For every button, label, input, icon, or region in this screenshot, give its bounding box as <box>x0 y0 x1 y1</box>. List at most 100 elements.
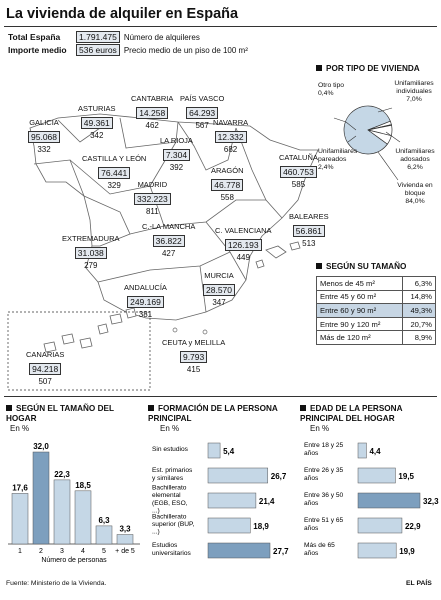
edad-value-label: 22,9 <box>405 522 421 531</box>
region-count: 126.193 <box>224 239 262 251</box>
size-section-title: SEGÚN SU TAMAÑO <box>316 262 440 272</box>
region-name: EXTREMADURA <box>62 234 120 243</box>
region-count: 28.570 <box>203 284 235 296</box>
pie-leader-bloque <box>377 151 399 181</box>
region-ceuta-melilla: CEUTA y MELILLA 9.793 415 <box>162 338 225 375</box>
title-rule <box>4 26 437 27</box>
table-cell-label: Más de 120 m² <box>316 330 403 345</box>
region-price: 332 <box>37 145 51 154</box>
region-name: ANDALUCÍA <box>124 283 167 292</box>
region-count: 56.861 <box>292 225 325 237</box>
footer-brand: EL PAÍS <box>406 580 432 587</box>
formacion-category-label: Sin estudios <box>152 446 189 453</box>
pie-section-title: POR TIPO DE VIVIENDA <box>316 64 440 74</box>
melilla-mark <box>202 329 208 335</box>
table-cell-label: Entre 60 y 90 m² <box>316 303 403 318</box>
hogar-bar <box>53 479 71 545</box>
hogar-bar-chart: 17,6 1 32,0 2 22,3 3 18,5 4 6,3 5 3,3 + de 5 Número… <box>8 442 140 564</box>
region-name: GALICIA <box>29 118 59 127</box>
footer-source: Fuente: Ministerio de la Vivienda. <box>6 580 107 587</box>
hogar-tick-label: + de 5 <box>115 548 135 555</box>
region-price: 567 <box>195 121 209 130</box>
table-cell-label: Entre 90 y 120 m² <box>316 316 403 332</box>
pie-label-bloque: Vivienda en bloque 84,0% <box>390 182 440 206</box>
pie-title-text: POR TIPO DE VIVIENDA <box>326 64 420 73</box>
edad-title-text: EDAD DE LA PERSONA PRINCIPAL DEL HOGAR <box>300 404 403 423</box>
edad-value-label: 4,4 <box>369 447 381 456</box>
edad-category-label: Entre 26 y 35 años <box>304 467 344 482</box>
pie-label-adosados: Unifamiliares adosados 6,2% <box>390 148 440 172</box>
pie-label-value: 7,0% <box>406 96 422 103</box>
hogar-value-label: 18,5 <box>75 481 91 490</box>
map-outline <box>29 113 319 353</box>
region-count: 460.753 <box>280 166 317 178</box>
region-count: 49.361 <box>80 117 113 129</box>
region-name: NAVARRA <box>213 118 249 127</box>
region-count: 12.332 <box>214 131 247 143</box>
hogar-value-label: 17,6 <box>12 483 28 492</box>
region-price: 462 <box>145 121 159 130</box>
region-name: LA RIOJA <box>160 136 193 145</box>
region-canarias: CANARIAS 94.218 507 <box>26 350 64 387</box>
region-count: 332.223 <box>134 193 171 205</box>
table-row: Entre 90 y 120 m² 20,7% <box>316 316 436 332</box>
formacion-bar <box>207 467 269 484</box>
region-count: 36.822 <box>152 235 185 247</box>
hogar-section-title: SEGÚN EL TAMAÑO DEL HOGAR <box>6 404 136 423</box>
pie-leader-adosados <box>385 131 401 143</box>
region-name: PAÍS VASCO <box>180 94 225 103</box>
region-price: 682 <box>223 145 238 154</box>
section-marker-icon <box>316 65 322 71</box>
region-name: ASTURIAS <box>78 104 116 113</box>
region-price: 279 <box>84 261 98 270</box>
region-price: 449 <box>236 253 250 262</box>
importe-label: Importe medio <box>8 45 67 55</box>
formacion-category-label: Bachillerato elemental (EGB, ESO,...) <box>152 485 188 515</box>
formacion-bars: 5,4 Sin estudios 26,7 Est. primarios y simil… <box>152 442 289 559</box>
hogar-tick-label: 1 <box>18 548 22 555</box>
edad-bar <box>357 492 421 509</box>
region-price: 415 <box>186 365 201 374</box>
region-price: 329 <box>107 181 121 190</box>
region-count: 249.169 <box>127 296 164 308</box>
ceuta-mark <box>172 327 178 333</box>
edad-category-label: Entre 51 y 65 años <box>304 517 344 532</box>
table-row: Entre 60 y 90 m² 49,3% <box>316 303 436 318</box>
edad-value-label: 19,9 <box>399 547 415 556</box>
region-count: 31.038 <box>74 247 107 259</box>
table-row: Menos de 45 m² 6,3% <box>316 276 436 291</box>
section-marker-icon <box>300 405 306 411</box>
page-title: La vivienda de alquiler en España <box>6 6 239 22</box>
totals-block: Total España 1.791.475 Número de alquile… <box>8 31 248 56</box>
hogar-tick-label: 2 <box>39 548 43 555</box>
formacion-category-label: Estudios universitarios <box>152 542 192 557</box>
region-asturias: ASTURIAS 49.361 342 <box>78 104 116 141</box>
edad-value-label: 19,5 <box>398 472 414 481</box>
pie-leader-individuales <box>377 107 393 113</box>
region-name: MADRID <box>137 180 168 189</box>
formacion-bar <box>207 542 271 559</box>
region-price: 342 <box>90 131 104 140</box>
edad-section-title: EDAD DE LA PERSONA PRINCIPAL DEL HOGAR <box>300 404 438 423</box>
region-andalucia: ANDALUCÍA 249.169 381 <box>124 283 167 320</box>
region-madrid: MADRID 332.223 811 <box>134 180 171 217</box>
section-marker-icon <box>316 263 322 269</box>
table-cell-label: Entre 45 y 60 m² <box>316 289 403 305</box>
section-rule <box>4 396 437 397</box>
hogar-tick-label: 5 <box>102 548 106 555</box>
edad-bar-chart: 4,4 Entre 18 y 25 años 19,5 Entre 26 y 35 año… <box>304 442 439 559</box>
pie-leader-otro <box>333 117 357 131</box>
edad-bar <box>357 517 403 534</box>
section-marker-icon <box>6 405 12 411</box>
hogar-value-label: 3,3 <box>119 525 131 534</box>
pie-label-individuales: Unifamiliares individuales 7,0% <box>388 80 440 104</box>
table-cell-value: 14,8% <box>402 289 436 305</box>
region-murcia: MURCIA 28.570 347 <box>203 271 235 308</box>
formacion-value-label: 5,4 <box>223 447 235 456</box>
hogar-value-label: 32,0 <box>33 442 49 451</box>
region-castilla-la-mancha: C.-LA MANCHA 36.822 427 <box>142 222 195 259</box>
region-pais-vasco: PAÍS VASCO 64.293 567 <box>180 94 224 131</box>
table-cell-value: 20,7% <box>402 316 436 332</box>
pie-label-text: Vivienda en bloque <box>397 182 433 197</box>
importe-value: 536 euros <box>76 44 120 56</box>
